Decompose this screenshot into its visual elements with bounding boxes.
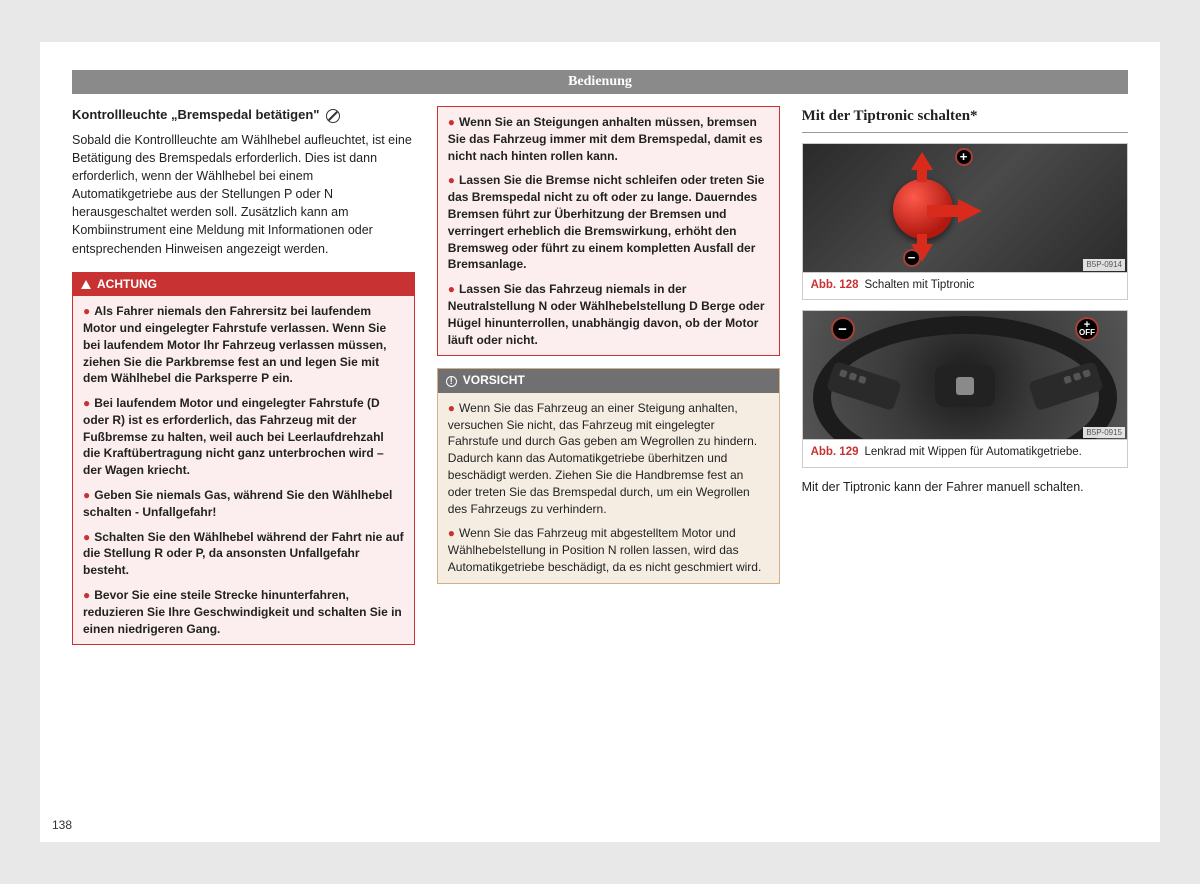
warning-item: ●Lassen Sie das Fahrzeug niemals in der … bbox=[448, 281, 769, 348]
tiptronic-tail-text: Mit der Tiptronic kann der Fahrer manuel… bbox=[802, 478, 1128, 496]
wheel-hub bbox=[935, 365, 995, 407]
bullet-icon: ● bbox=[448, 526, 455, 540]
plus-badge-icon: + bbox=[955, 148, 973, 166]
bullet-icon: ● bbox=[83, 304, 90, 318]
image-code: B5P-0915 bbox=[1083, 427, 1125, 439]
warning-box: ACHTUNG ●Als Fahrer niemals den Fahrersi… bbox=[72, 272, 415, 646]
caution-item: ●Wenn Sie das Fahrzeug an einer Steigung… bbox=[448, 400, 769, 518]
column-2: ●Wenn Sie an Steigungen anhalten müssen,… bbox=[437, 106, 780, 657]
figure-129-caption: Abb. 129 Lenkrad mit Wippen für Automatik… bbox=[803, 439, 1127, 467]
intro-paragraph: Sobald die Kontrollleuchte am Wählhebel … bbox=[72, 131, 415, 258]
warning-item: ●Lassen Sie die Bremse nicht schleifen o… bbox=[448, 172, 769, 273]
warning-item: ●Als Fahrer niemals den Fahrersitz bei l… bbox=[83, 303, 404, 387]
warning-item: ●Wenn Sie an Steigungen anhalten müssen,… bbox=[448, 114, 769, 164]
bullet-icon: ● bbox=[448, 401, 455, 415]
warning-box-continued: ●Wenn Sie an Steigungen anhalten müssen,… bbox=[437, 106, 780, 356]
warning-item: ●Geben Sie niemals Gas, während Sie den … bbox=[83, 487, 404, 521]
page-number: 138 bbox=[52, 818, 72, 832]
paddle-minus-icon: − bbox=[831, 317, 855, 341]
paddle-plus-off-icon: OFF bbox=[1075, 317, 1099, 341]
figure-129-image: − OFF B5P-0915 bbox=[803, 311, 1127, 439]
bullet-icon: ● bbox=[83, 530, 90, 544]
warning-header: ACHTUNG bbox=[73, 273, 414, 296]
bullet-icon: ● bbox=[448, 115, 455, 129]
caution-title: VORSICHT bbox=[463, 372, 525, 389]
figure-ref: Abb. 129 bbox=[811, 446, 859, 458]
column-1: Kontrollleuchte „Bremspedal betätigen" S… bbox=[72, 106, 415, 657]
warning-body: ●Wenn Sie an Steigungen anhalten müssen,… bbox=[438, 107, 779, 355]
tiptronic-section-title: Mit der Tiptronic schalten* bbox=[802, 106, 1128, 133]
figure-caption-text: Lenkrad mit Wippen für Automatikgetriebe… bbox=[865, 446, 1082, 458]
figure-ref: Abb. 128 bbox=[811, 279, 859, 291]
bullet-icon: ● bbox=[448, 173, 455, 187]
minus-badge-icon: − bbox=[903, 249, 921, 267]
manual-page: Bedienung Kontrollleuchte „Bremspedal be… bbox=[40, 42, 1160, 842]
bullet-icon: ● bbox=[83, 588, 90, 602]
caution-body: ●Wenn Sie das Fahrzeug an einer Steigung… bbox=[438, 393, 779, 583]
arrow-right-icon bbox=[958, 199, 982, 223]
caution-item: ●Wenn Sie das Fahrzeug mit abgestelltem … bbox=[448, 525, 769, 575]
subtitle-text: Kontrollleuchte „Bremspedal betätigen" bbox=[72, 107, 319, 122]
warning-item: ●Bei laufendem Motor und eingelegter Fah… bbox=[83, 395, 404, 479]
section-subtitle: Kontrollleuchte „Bremspedal betätigen" bbox=[72, 106, 415, 125]
figure-129: − OFF B5P-0915 Abb. 129 Lenkrad mit Wippe… bbox=[802, 310, 1128, 468]
caution-box: ! VORSICHT ●Wenn Sie das Fahrzeug an ein… bbox=[437, 368, 780, 583]
figure-caption-text: Schalten mit Tiptronic bbox=[865, 279, 975, 291]
figure-128: + − B5P-0914 Abb. 128 Schalten mit Tiptro… bbox=[802, 143, 1128, 301]
figure-128-caption: Abb. 128 Schalten mit Tiptronic bbox=[803, 272, 1127, 300]
page-header: Bedienung bbox=[72, 70, 1128, 94]
warning-body: ●Als Fahrer niemals den Fahrersitz bei l… bbox=[73, 296, 414, 644]
bullet-icon: ● bbox=[83, 396, 90, 410]
warning-title: ACHTUNG bbox=[97, 276, 157, 293]
caution-circle-icon: ! bbox=[446, 376, 457, 387]
seat-logo-icon bbox=[956, 377, 974, 395]
warning-item: ●Schalten Sie den Wählhebel während der … bbox=[83, 529, 404, 579]
content-columns: Kontrollleuchte „Bremspedal betätigen" S… bbox=[72, 106, 1128, 657]
figure-128-image: + − B5P-0914 bbox=[803, 144, 1127, 272]
bullet-icon: ● bbox=[83, 488, 90, 502]
image-code: B5P-0914 bbox=[1083, 259, 1125, 271]
warning-triangle-icon bbox=[81, 280, 91, 289]
caution-header: ! VORSICHT bbox=[438, 369, 779, 392]
warning-item: ●Bevor Sie eine steile Strecke hinunterf… bbox=[83, 587, 404, 637]
column-3: Mit der Tiptronic schalten* + − B5P-0914… bbox=[802, 106, 1128, 657]
arrow-up-icon bbox=[911, 152, 933, 170]
bullet-icon: ● bbox=[448, 282, 455, 296]
brake-pedal-icon bbox=[326, 109, 340, 123]
